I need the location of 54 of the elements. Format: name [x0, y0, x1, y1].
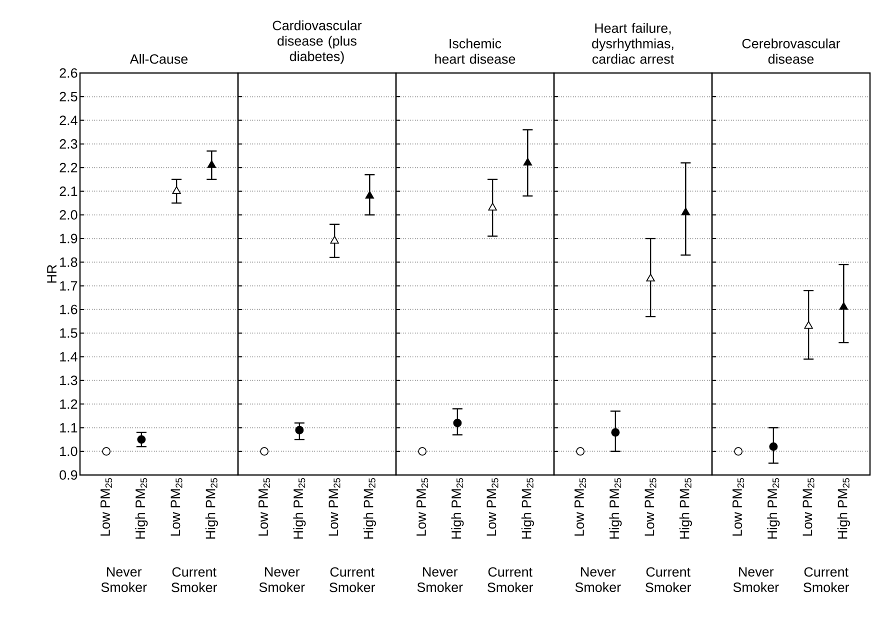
y-tick-label: 1.3 [60, 376, 78, 386]
x-tick-label: High PM$_{25}$ [451, 478, 464, 539]
y-tick-label: 1.8 [60, 257, 78, 267]
y-tick-label: 1.5 [60, 328, 78, 338]
y-tick-label: 1.4 [60, 352, 78, 362]
text: Current Smoker [646, 567, 692, 592]
chart-title: All-Cause [130, 54, 188, 64]
x-tick-label: High PM$_{25}$ [609, 478, 622, 539]
x-tick-label: High PM$_{25}$ [135, 478, 148, 539]
x-tick-label: Low PM$_{25}$ [732, 478, 744, 536]
x-tick-label: Low PM$_{25}$ [644, 478, 656, 536]
y-tick-label: 2.2 [60, 162, 78, 172]
x-tick-label: High PM$_{25}$ [767, 478, 780, 539]
x-tick-label: High PM$_{25}$ [521, 478, 534, 539]
x-tick-label: Low PM$_{25}$ [416, 478, 428, 536]
y-tick-label: 1.9 [60, 234, 78, 244]
chart-title: Cerebrovascular disease [742, 38, 840, 64]
y-tick-label: 1.2 [60, 399, 78, 409]
y-tick-label: 2.0 [60, 210, 78, 220]
x-tick-label: Low PM$_{25}$ [170, 478, 182, 536]
text: Current Smoker [330, 567, 376, 592]
y-tick-label: 2.1 [60, 186, 78, 196]
text: Never Smoker [575, 567, 621, 592]
x-tick-label: Low PM$_{25}$ [486, 478, 498, 536]
x-tick-label: High PM$_{25}$ [293, 478, 306, 539]
y-tick-label: 2.3 [60, 139, 78, 149]
y-tick-label: 0.9 [60, 470, 78, 480]
x-tick-label: Low PM$_{25}$ [328, 478, 340, 536]
x-tick-label: High PM$_{25}$ [837, 478, 850, 539]
text: Never Smoker [417, 567, 463, 592]
chart-title: Cardiovascular disease (plus diabetes) [272, 20, 362, 64]
y-tick-label: 1.0 [60, 446, 78, 456]
y-tick-label: 1.7 [60, 281, 78, 290]
text: Current Smoker [488, 567, 534, 592]
x-tick-label: Low PM$_{25}$ [258, 478, 270, 536]
chart-title: Ischemic heart disease [435, 38, 516, 64]
chart-title: Heart failure, dysrhythmias, cardiac arrest [592, 23, 674, 64]
text: Current Smoker [804, 567, 850, 592]
y-tick-label: 2.5 [60, 92, 78, 102]
text: Never Smoker [733, 567, 779, 592]
text: Never Smoker [259, 567, 305, 592]
x-tick-label: Low PM$_{25}$ [574, 478, 586, 536]
x-tick-label: High PM$_{25}$ [205, 478, 218, 539]
y-tick-label: 1.6 [60, 304, 78, 314]
text: Current Smoker [172, 567, 218, 592]
x-tick-label: High PM$_{25}$ [679, 478, 692, 539]
y-tick-label: 1.1 [60, 423, 78, 432]
y-tick-label: 2.6 [60, 68, 78, 78]
text: Never Smoker [101, 567, 147, 592]
x-tick-label: High PM$_{25}$ [363, 478, 376, 539]
y-tick-label: 2.4 [60, 116, 78, 125]
x-tick-label: Low PM$_{25}$ [802, 478, 814, 536]
y-axis-title: HR [47, 264, 56, 283]
x-tick-label: Low PM$_{25}$ [100, 478, 112, 536]
